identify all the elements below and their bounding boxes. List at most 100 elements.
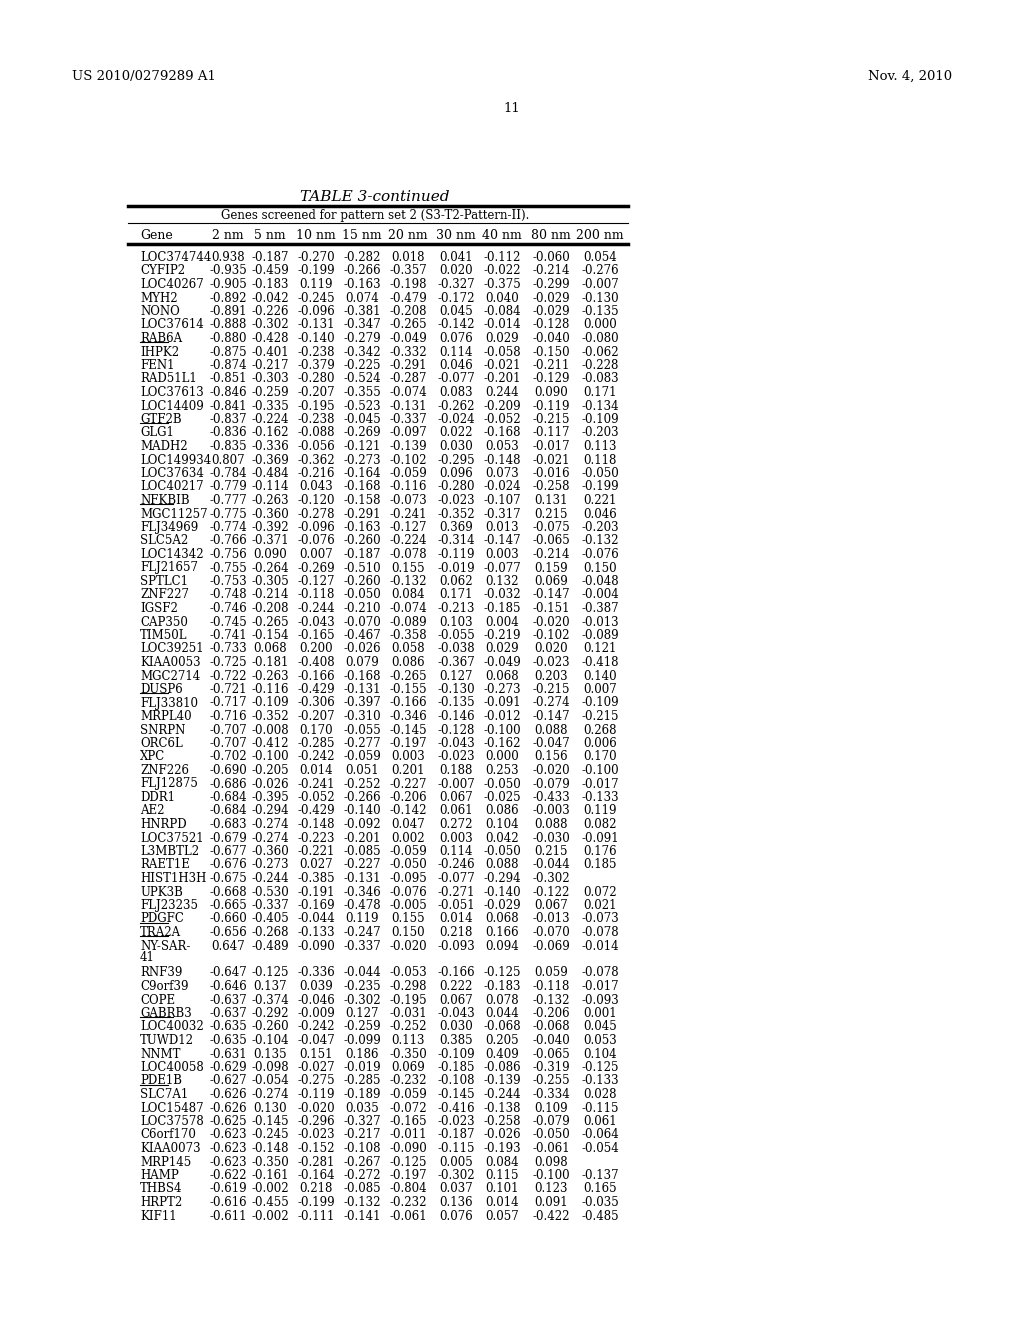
Text: 0.186: 0.186 — [345, 1048, 379, 1060]
Text: -0.622: -0.622 — [209, 1170, 247, 1181]
Text: -0.635: -0.635 — [209, 1020, 247, 1034]
Text: -0.076: -0.076 — [389, 886, 427, 899]
Text: 0.027: 0.027 — [299, 858, 333, 871]
Text: -0.276: -0.276 — [582, 264, 618, 277]
Text: 0.067: 0.067 — [439, 791, 473, 804]
Text: -0.784: -0.784 — [209, 467, 247, 480]
Text: -0.197: -0.197 — [389, 1170, 427, 1181]
Text: -0.247: -0.247 — [343, 927, 381, 939]
Text: -0.148: -0.148 — [297, 818, 335, 832]
Text: KIAA0073: KIAA0073 — [140, 1142, 201, 1155]
Text: 0.115: 0.115 — [485, 1170, 519, 1181]
Text: -0.139: -0.139 — [483, 1074, 521, 1088]
Text: -0.198: -0.198 — [389, 279, 427, 290]
Text: Genes screened for pattern set 2 (S3-T2-Pattern-II).: Genes screened for pattern set 2 (S3-T2-… — [221, 209, 529, 222]
Text: UPK3B: UPK3B — [140, 886, 183, 899]
Text: -0.193: -0.193 — [483, 1142, 521, 1155]
Text: 40 nm: 40 nm — [482, 228, 522, 242]
Text: 0.166: 0.166 — [485, 927, 519, 939]
Text: 0.086: 0.086 — [485, 804, 519, 817]
Text: -0.611: -0.611 — [209, 1209, 247, 1222]
Text: MGC11257: MGC11257 — [140, 507, 208, 520]
Text: -0.130: -0.130 — [437, 682, 475, 696]
Text: GTF2B: GTF2B — [140, 413, 181, 426]
Text: -0.097: -0.097 — [389, 426, 427, 440]
Text: -0.401: -0.401 — [251, 346, 289, 359]
Text: 0.185: 0.185 — [584, 858, 616, 871]
Text: -0.201: -0.201 — [483, 372, 521, 385]
Text: -0.263: -0.263 — [251, 669, 289, 682]
Text: KIF11: KIF11 — [140, 1209, 176, 1222]
Text: LOC149934: LOC149934 — [140, 454, 211, 466]
Text: 0.647: 0.647 — [211, 940, 245, 953]
Text: -0.387: -0.387 — [582, 602, 618, 615]
Text: 0.088: 0.088 — [535, 818, 567, 832]
Text: -0.281: -0.281 — [297, 1155, 335, 1168]
Text: -0.258: -0.258 — [483, 1115, 521, 1129]
Text: 0.029: 0.029 — [485, 333, 519, 345]
Text: -0.131: -0.131 — [343, 873, 381, 884]
Text: -0.085: -0.085 — [343, 845, 381, 858]
Text: -0.244: -0.244 — [483, 1088, 521, 1101]
Text: -0.905: -0.905 — [209, 279, 247, 290]
Text: -0.282: -0.282 — [343, 251, 381, 264]
Text: -0.168: -0.168 — [343, 480, 381, 494]
Text: -0.013: -0.013 — [582, 615, 618, 628]
Text: -0.274: -0.274 — [532, 697, 569, 710]
Text: -0.078: -0.078 — [582, 927, 618, 939]
Text: -0.131: -0.131 — [389, 400, 427, 412]
Text: NNMT: NNMT — [140, 1048, 180, 1060]
Text: -0.270: -0.270 — [297, 251, 335, 264]
Text: -0.216: -0.216 — [297, 467, 335, 480]
Text: -0.135: -0.135 — [582, 305, 618, 318]
Text: -0.026: -0.026 — [343, 643, 381, 656]
Text: -0.221: -0.221 — [297, 845, 335, 858]
Text: -0.702: -0.702 — [209, 751, 247, 763]
Text: -0.227: -0.227 — [389, 777, 427, 791]
Text: -0.162: -0.162 — [251, 426, 289, 440]
Text: -0.017: -0.017 — [582, 777, 618, 791]
Text: -0.459: -0.459 — [251, 264, 289, 277]
Text: -0.846: -0.846 — [209, 385, 247, 399]
Text: -0.139: -0.139 — [389, 440, 427, 453]
Text: 0.150: 0.150 — [391, 927, 425, 939]
Text: -0.017: -0.017 — [582, 979, 618, 993]
Text: -0.069: -0.069 — [532, 940, 570, 953]
Text: -0.302: -0.302 — [532, 873, 569, 884]
Text: -0.777: -0.777 — [209, 494, 247, 507]
Text: -0.238: -0.238 — [297, 413, 335, 426]
Text: -0.095: -0.095 — [389, 873, 427, 884]
Text: -0.428: -0.428 — [251, 333, 289, 345]
Text: -0.096: -0.096 — [297, 305, 335, 318]
Text: 0.067: 0.067 — [535, 899, 568, 912]
Text: GABRB3: GABRB3 — [140, 1007, 191, 1020]
Text: -0.078: -0.078 — [389, 548, 427, 561]
Text: LOC37634: LOC37634 — [140, 467, 204, 480]
Text: 0.159: 0.159 — [535, 561, 568, 574]
Text: -0.076: -0.076 — [582, 548, 618, 561]
Text: 0.000: 0.000 — [583, 318, 616, 331]
Text: -0.408: -0.408 — [297, 656, 335, 669]
Text: -0.135: -0.135 — [437, 697, 475, 710]
Text: -0.127: -0.127 — [389, 521, 427, 535]
Text: 0.057: 0.057 — [485, 1209, 519, 1222]
Text: -0.206: -0.206 — [389, 791, 427, 804]
Text: -0.128: -0.128 — [532, 318, 569, 331]
Text: FLJ12875: FLJ12875 — [140, 777, 198, 791]
Text: -0.374: -0.374 — [251, 994, 289, 1006]
Text: -0.295: -0.295 — [437, 454, 475, 466]
Text: -0.418: -0.418 — [582, 656, 618, 669]
Text: 0.029: 0.029 — [485, 643, 519, 656]
Text: -0.050: -0.050 — [483, 777, 521, 791]
Text: 0.006: 0.006 — [583, 737, 616, 750]
Text: -0.023: -0.023 — [437, 494, 475, 507]
Text: SNRPN: SNRPN — [140, 723, 185, 737]
Text: -0.277: -0.277 — [343, 737, 381, 750]
Text: LOC15487: LOC15487 — [140, 1101, 204, 1114]
Text: 0.135: 0.135 — [253, 1048, 287, 1060]
Text: -0.161: -0.161 — [251, 1170, 289, 1181]
Text: NONO: NONO — [140, 305, 180, 318]
Text: -0.619: -0.619 — [209, 1183, 247, 1196]
Text: 0.030: 0.030 — [439, 1020, 473, 1034]
Text: -0.278: -0.278 — [297, 507, 335, 520]
